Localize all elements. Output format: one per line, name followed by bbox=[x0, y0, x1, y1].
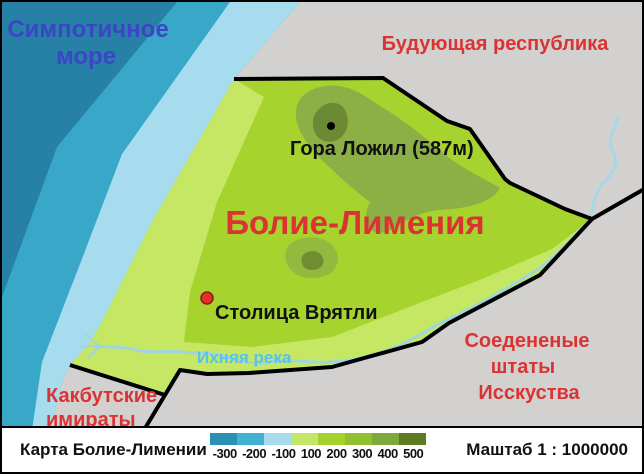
river-main bbox=[98, 219, 591, 365]
legend-swatch bbox=[372, 433, 399, 445]
legend-value: 300 bbox=[351, 446, 373, 461]
legend-value: 500 bbox=[403, 446, 424, 461]
sea-name-line2: море bbox=[56, 43, 116, 70]
legend-swatch bbox=[345, 433, 372, 445]
sea-name-line1: Симпотичное bbox=[7, 16, 168, 43]
southeast-country-label-line1: Соедененые bbox=[464, 330, 589, 352]
legend-swatch bbox=[318, 433, 345, 445]
map-scale: Маштаб 1 : 1000000 bbox=[466, 440, 628, 459]
southeast-country-label-line2: штаты bbox=[491, 356, 555, 378]
sea-deep-band bbox=[2, 2, 177, 297]
hill-core bbox=[301, 251, 324, 270]
mountain-peak-dot bbox=[327, 122, 335, 130]
map-canvas: Симпотичное море Будующая республика Гор… bbox=[2, 2, 642, 430]
north-country-label: Будующая республика bbox=[382, 33, 610, 55]
capital-label: Столица Врятли bbox=[215, 302, 378, 324]
southwest-country-label-line1: Какбутские bbox=[46, 385, 157, 407]
mountain-label: Гора Ложил (587м) bbox=[290, 138, 474, 160]
legend-swatch bbox=[210, 433, 237, 445]
legend-swatch bbox=[399, 433, 426, 445]
main-country-border bbox=[69, 76, 594, 397]
river-neighbor bbox=[589, 115, 620, 217]
legend-value: -100 bbox=[271, 446, 296, 461]
legend-swatch bbox=[237, 433, 264, 445]
map-footer-bar: Карта Болие-Лимении -300 -200 -100 100 2… bbox=[2, 426, 642, 472]
southwest-neighbor-border bbox=[142, 393, 167, 430]
southwest-country-label-line2: имираты bbox=[46, 409, 136, 430]
river-label: Ихняя река bbox=[197, 348, 292, 367]
elevation-legend-swatches bbox=[210, 433, 426, 445]
main-country-label: Болие-Лимения bbox=[225, 204, 484, 241]
elevation-legend: -300 -200 -100 100 200 300 400 500 bbox=[210, 433, 432, 461]
southeast-country-label-line3: Исскуства bbox=[478, 382, 580, 404]
northeast-neighbor-border bbox=[590, 187, 642, 221]
capital-city-dot bbox=[200, 291, 214, 305]
legend-value: -200 bbox=[242, 446, 267, 461]
legend-value: 100 bbox=[300, 446, 322, 461]
legend-swatch bbox=[291, 433, 318, 445]
legend-value: 200 bbox=[326, 446, 347, 461]
legend-value: 400 bbox=[377, 446, 399, 461]
legend-value: -300 bbox=[212, 446, 238, 461]
elevation-legend-labels: -300 -200 -100 100 200 300 400 500 bbox=[210, 446, 426, 461]
legend-swatch bbox=[264, 433, 291, 445]
sea-shallow-band bbox=[32, 2, 300, 430]
map-title: Карта Болие-Лимении bbox=[20, 440, 207, 459]
river-delta bbox=[80, 334, 101, 359]
